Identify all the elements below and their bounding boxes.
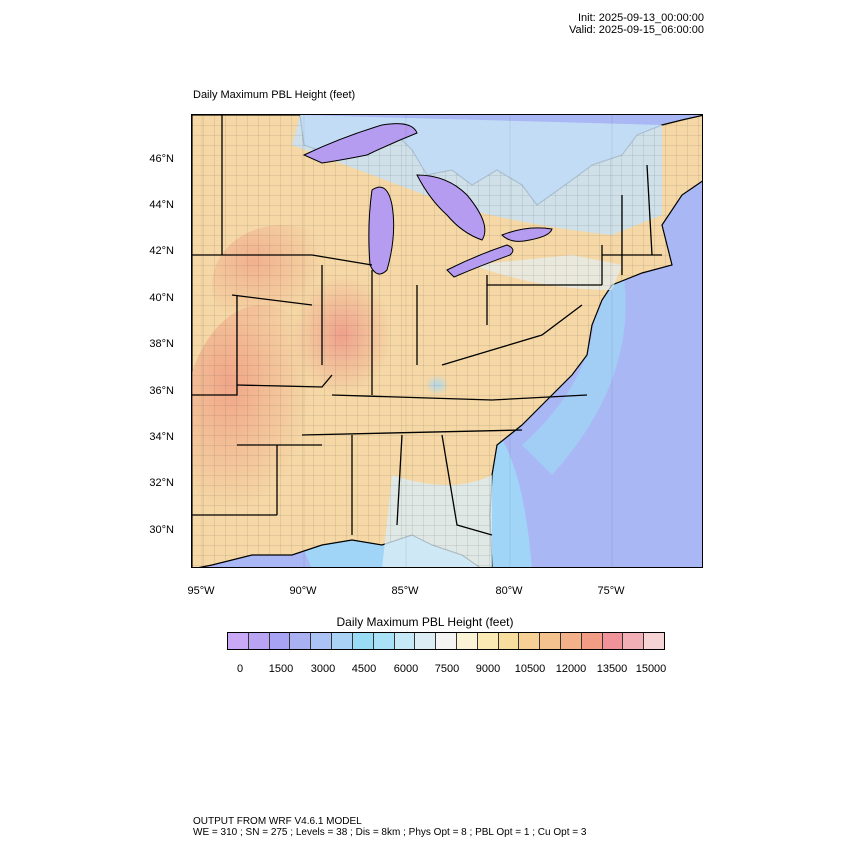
lat-label: 38°N <box>149 338 174 350</box>
colorbar-swatch <box>436 633 457 649</box>
colorbar-tick: 3000 <box>310 663 336 675</box>
colorbar-swatch <box>373 633 395 649</box>
colorbar-tick: 7500 <box>434 663 460 675</box>
lake-ontario <box>501 227 553 242</box>
colorbar-swatch <box>269 633 291 649</box>
init-valid-info: Init: 2025-09-13_00:00:00 Valid: 2025-09… <box>569 12 704 36</box>
lake-huron <box>416 174 486 241</box>
lon-label: 95°W <box>187 585 215 597</box>
colorbar-swatch <box>602 633 624 649</box>
colorbar-tick: 15000 <box>635 663 667 675</box>
colorbar-swatch <box>394 633 416 649</box>
init-time: Init: 2025-09-13_00:00:00 <box>578 12 704 24</box>
lat-label: 44°N <box>149 199 174 211</box>
pbl-height-map <box>191 114 703 568</box>
colorbar-tick: 4500 <box>351 663 377 675</box>
colorbar-tick: 0 <box>236 663 244 675</box>
colorbar-title: Daily Maximum PBL Height (feet) <box>336 615 514 629</box>
lat-label: 34°N <box>149 431 174 443</box>
state-boundaries <box>192 115 662 536</box>
colorbar-swatch <box>415 633 437 649</box>
colorbar-swatch <box>352 633 374 649</box>
lat-label: 32°N <box>149 477 174 489</box>
colorbar-swatch <box>477 633 499 649</box>
colorbar-tick: 10500 <box>514 663 546 675</box>
colorbar-swatch <box>561 633 582 649</box>
lat-label: 30°N <box>149 524 174 536</box>
colorbar <box>227 632 665 650</box>
colorbar-tick: 9000 <box>475 663 501 675</box>
lon-label: 85°W <box>391 585 419 597</box>
plot-title: Daily Maximum PBL Height (feet) <box>193 89 356 101</box>
colorbar-swatch <box>519 633 541 649</box>
colorbar-swatch <box>228 633 249 649</box>
colorbar-tick: 1500 <box>268 663 294 675</box>
colorbar-swatch <box>332 633 353 649</box>
lon-label: 90°W <box>289 585 317 597</box>
lake-michigan <box>368 186 395 275</box>
atlantic-coastal-water <box>522 265 626 475</box>
model-info-footer: OUTPUT FROM WRF V4.6.1 MODEL WE = 310 ; … <box>193 816 586 838</box>
colorbar-swatch <box>623 633 645 649</box>
lake-erie <box>446 244 514 278</box>
colorbar-swatch <box>311 633 333 649</box>
lat-label: 42°N <box>149 245 174 257</box>
colorbar-swatch <box>248 633 270 649</box>
colorbar-swatch <box>540 633 561 649</box>
colorbar-swatch <box>581 633 603 649</box>
county-boundaries <box>192 115 702 567</box>
lat-label: 36°N <box>149 385 174 397</box>
colorbar-tick: 13500 <box>596 663 628 675</box>
graticule <box>201 115 613 567</box>
colorbar-swatch <box>456 633 478 649</box>
valid-time: Valid: 2025-09-15_06:00:00 <box>569 24 704 36</box>
colorbar-tick: 6000 <box>393 663 419 675</box>
colorbar-swatch <box>644 633 665 649</box>
model-name: OUTPUT FROM WRF V4.6.1 MODEL <box>193 816 362 827</box>
colorbar-swatch <box>498 633 520 649</box>
map-svg <box>192 115 702 567</box>
model-config: WE = 310 ; SN = 275 ; Levels = 38 ; Dis … <box>193 827 587 838</box>
lat-label: 40°N <box>149 292 174 304</box>
lon-label: 80°W <box>495 585 523 597</box>
colorbar-swatch <box>290 633 312 649</box>
lat-label: 46°N <box>149 153 174 165</box>
lake-superior <box>302 123 418 164</box>
lon-label: 75°W <box>597 585 625 597</box>
colorbar-tick: 12000 <box>555 663 587 675</box>
